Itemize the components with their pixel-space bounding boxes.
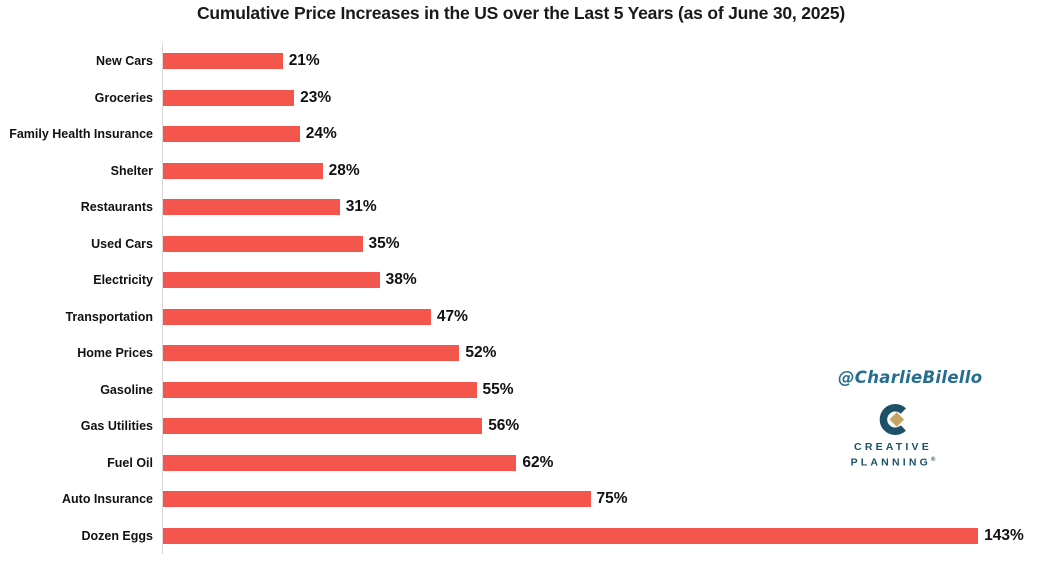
bar <box>163 235 363 252</box>
bar <box>163 491 591 508</box>
chart-row: New Cars 21% <box>0 43 1042 80</box>
bar-chart: New Cars 21% Groceries 23% Family Health Ins… <box>0 43 1042 554</box>
category-label: Home Prices <box>77 346 153 361</box>
bar <box>163 308 431 325</box>
category-label: Gas Utilities <box>80 419 153 434</box>
value-label: 23% <box>300 88 332 106</box>
bar <box>163 53 283 70</box>
plot-area: 56% <box>162 408 1042 445</box>
chart-row: Groceries 23% <box>0 79 1042 116</box>
value-label: 56% <box>488 417 520 435</box>
value-label: 143% <box>984 526 1024 544</box>
bar <box>163 199 340 216</box>
value-label: 75% <box>596 490 628 508</box>
bar <box>163 345 460 362</box>
logo-gold-diamond <box>889 412 905 427</box>
watermark-handle: @CharlieBilello <box>838 368 983 387</box>
bar <box>163 162 323 179</box>
bar <box>163 527 979 544</box>
plot-area: 23% <box>162 79 1042 116</box>
value-label: 55% <box>482 380 514 398</box>
category-label: Electricity <box>93 273 153 288</box>
plot-area: 35% <box>162 225 1042 262</box>
category-label: Family Health Insurance <box>9 127 153 142</box>
logo-c-arc <box>879 404 906 435</box>
category-label: Used Cars <box>91 236 153 251</box>
chart-row: Transportation 47% <box>0 298 1042 335</box>
chart-row: Gasoline 55% <box>0 371 1042 408</box>
value-label: 52% <box>465 344 497 362</box>
chart-title: Cumulative Price Increases in the US ove… <box>196 3 845 23</box>
plot-area: 28% <box>162 152 1042 189</box>
value-label: 28% <box>328 161 360 179</box>
chart-row: Fuel Oil 62% <box>0 444 1042 481</box>
bar <box>163 89 295 106</box>
plot-area: 31% <box>162 189 1042 226</box>
value-label: 62% <box>522 453 554 471</box>
chart-row: Shelter 28% <box>0 152 1042 189</box>
plot-area: 62% <box>162 444 1042 481</box>
chart-row: Electricity 38% <box>0 262 1042 299</box>
bar <box>163 272 380 289</box>
bar <box>163 454 517 471</box>
logo-trademark: ® <box>931 457 936 463</box>
value-label: 31% <box>345 198 377 216</box>
bar <box>163 381 477 398</box>
value-label: 47% <box>436 307 468 325</box>
value-label: 24% <box>305 125 337 143</box>
chart-row: Home Prices 52% <box>0 335 1042 372</box>
bar <box>163 418 483 435</box>
category-label: Dozen Eggs <box>81 528 153 543</box>
category-label: New Cars <box>96 54 153 69</box>
plot-area: 143% <box>162 517 1042 554</box>
plot-area: 38% <box>162 262 1042 299</box>
bar <box>163 126 300 143</box>
chart-row: Used Cars 35% <box>0 225 1042 262</box>
value-label: 38% <box>385 271 417 289</box>
chart-row: Gas Utilities 56% <box>0 408 1042 445</box>
chart-row: Auto Insurance 75% <box>0 481 1042 518</box>
chart-row: Restaurants 31% <box>0 189 1042 226</box>
chart-row: Dozen Eggs 143% <box>0 517 1042 554</box>
chart-row: Family Health Insurance 24% <box>0 116 1042 153</box>
value-label: 35% <box>368 234 400 252</box>
plot-area: 52% <box>162 335 1042 372</box>
plot-area: 21% <box>162 43 1042 80</box>
category-label: Groceries <box>94 90 153 105</box>
creative-planning-logo-icon <box>877 403 909 441</box>
category-label: Transportation <box>65 309 153 324</box>
plot-area: 24% <box>162 116 1042 153</box>
plot-area: 75% <box>162 481 1042 518</box>
category-label: Auto Insurance <box>62 492 153 507</box>
creative-planning-logo: CREATIVE PLANNING® <box>843 403 943 470</box>
category-label: Gasoline <box>100 382 153 397</box>
plot-area: 55% <box>162 371 1042 408</box>
plot-area: 47% <box>162 298 1042 335</box>
category-label: Shelter <box>110 163 153 178</box>
logo-text-planning: PLANNING® <box>850 456 936 469</box>
value-label: 21% <box>288 52 320 70</box>
category-label: Restaurants <box>80 200 153 215</box>
logo-text-creative: CREATIVE <box>854 441 932 453</box>
category-label: Fuel Oil <box>107 455 153 470</box>
